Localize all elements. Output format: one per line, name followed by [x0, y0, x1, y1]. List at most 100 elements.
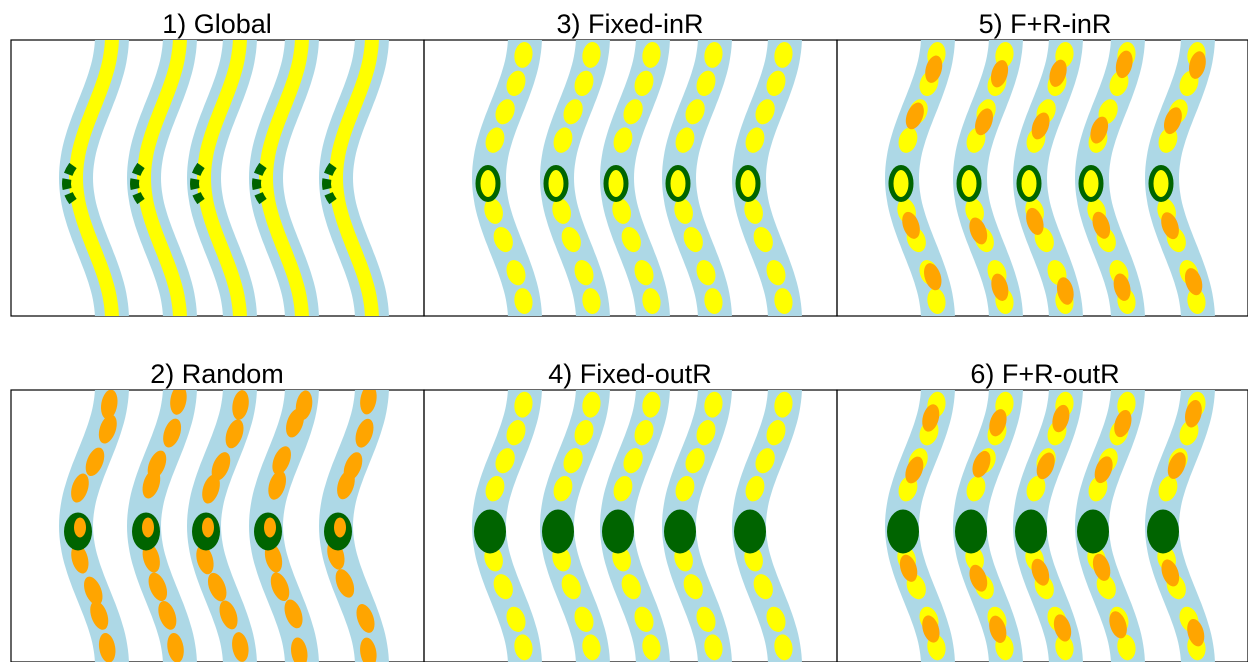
stream-1: [884, 40, 955, 316]
stream-4: [1074, 390, 1145, 662]
global-sample-line: [328, 40, 379, 316]
stream-5: [318, 390, 389, 662]
stream-2: [539, 390, 610, 662]
fixed-sample: [755, 448, 775, 474]
fixed-sample: [506, 606, 526, 632]
panel-title: 1) Global: [162, 9, 272, 39]
fixed-sample: [774, 391, 793, 418]
fixed-sample: [675, 127, 695, 153]
global-sample-line: [136, 40, 187, 316]
fixed-sample: [506, 260, 526, 286]
random-sample: [972, 450, 991, 478]
random-sample: [101, 390, 118, 420]
panel-frame: [836, 39, 1248, 317]
fixed-sample: [634, 260, 654, 286]
fixed-sample: [683, 574, 703, 600]
fixed-sample: [514, 634, 533, 661]
fixed-sample: [563, 448, 583, 474]
fixed-sample: [485, 475, 505, 502]
random-sample: [975, 108, 993, 136]
fixed-sample: [623, 99, 643, 125]
panel-title: 3) Fixed-inR: [556, 9, 703, 39]
fixed-sample: [766, 606, 786, 632]
fixed-sample: [685, 448, 705, 474]
stream-3: [1012, 40, 1083, 316]
random-sample: [71, 473, 89, 503]
node-region: [543, 165, 569, 203]
stream-2: [952, 40, 1023, 316]
stream-3: [1012, 390, 1083, 662]
random-sample: [284, 599, 303, 629]
fixed-sample: [553, 127, 573, 153]
random-sample: [84, 576, 103, 606]
stream-network: [58, 390, 389, 662]
fixed-sample: [493, 226, 513, 253]
random-sample: [142, 469, 161, 499]
random-sample: [1026, 207, 1044, 235]
node-region: [322, 162, 337, 205]
node-region: [190, 162, 205, 205]
stream-2: [126, 390, 197, 662]
fixed-sample: [1096, 574, 1116, 600]
global-sample-line: [68, 40, 119, 316]
fixed-sample: [704, 288, 723, 314]
random-sample: [924, 263, 942, 291]
fixed-sample: [642, 391, 661, 418]
panel-p3: 3) Fixed-inR: [423, 9, 838, 317]
random-sample: [232, 390, 249, 420]
random-sample: [922, 404, 940, 432]
fixed-sample: [582, 288, 601, 314]
stream-network: [471, 40, 802, 316]
fixed-sample: [574, 606, 594, 632]
fixed-sample: [774, 42, 793, 68]
random-sample: [1161, 212, 1179, 240]
fixed-sample: [582, 634, 601, 661]
fixed-sample: [621, 574, 641, 600]
panel-p6: 6) F+R-outR: [836, 359, 1248, 662]
node-region: [542, 509, 574, 554]
node-region: [1077, 509, 1109, 554]
random-sample: [337, 470, 355, 500]
stream-3: [599, 40, 670, 316]
random-sample: [207, 572, 227, 602]
panel-p4: 4) Fixed-outR: [423, 359, 838, 662]
random-sample: [264, 517, 276, 538]
node-region: [1016, 165, 1042, 203]
fixed-sample: [506, 420, 526, 446]
fixed-sample: [744, 198, 763, 224]
fixed-sample: [696, 606, 716, 632]
fixed-sample: [613, 475, 633, 502]
random-sample: [969, 217, 988, 245]
fixed-sample: [704, 42, 723, 68]
fixed-sample: [704, 634, 723, 661]
random-sample: [1114, 409, 1132, 438]
random-sample: [225, 419, 244, 449]
random-sample: [202, 517, 214, 538]
random-sample: [905, 456, 924, 484]
stream-network: [884, 40, 1215, 316]
fixed-sample: [582, 391, 601, 418]
fixed-sample: [495, 448, 515, 474]
random-sample: [356, 604, 375, 633]
random-sample: [922, 615, 940, 643]
fixed-sample: [582, 42, 601, 68]
random-sample: [1092, 553, 1111, 581]
node-region: [664, 509, 696, 554]
node-region: [474, 509, 506, 554]
stream-1: [58, 40, 129, 316]
fixed-sample: [1055, 634, 1074, 661]
random-sample: [360, 637, 377, 662]
fixed-sample: [574, 70, 594, 96]
fixed-sample: [1158, 475, 1178, 502]
global-sample-line: [258, 40, 309, 316]
panel-title: 6) F+R-outR: [970, 359, 1119, 389]
stream-4: [661, 390, 732, 662]
fixed-sample: [745, 475, 765, 502]
panel-frame: [836, 389, 1248, 662]
fixed-sample: [685, 99, 705, 125]
random-sample: [1094, 456, 1113, 484]
fixed-sample: [574, 420, 594, 446]
fixed-sample: [1117, 391, 1136, 418]
random-sample: [335, 569, 355, 598]
